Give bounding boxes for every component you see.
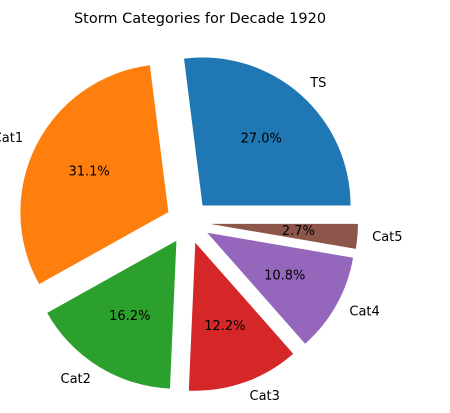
pie-slice-cat5 bbox=[209, 223, 358, 249]
pie-slice-ts bbox=[183, 57, 351, 206]
chart-title: Storm Categories for Decade 1920 bbox=[74, 11, 326, 27]
pie-percent-label: 31.1% bbox=[68, 165, 109, 180]
pie-percent-label: 10.8% bbox=[264, 268, 305, 283]
pie-category-label: Cat3 bbox=[250, 389, 280, 404]
pie-percent-label: 2.7% bbox=[282, 224, 315, 239]
pie-category-label: Cat2 bbox=[61, 372, 91, 387]
pie-percent-label: 27.0% bbox=[241, 131, 282, 146]
pie-category-label: Cat4 bbox=[349, 305, 379, 320]
pie-category-label: Cat5 bbox=[372, 230, 402, 245]
pie-percent-label: 12.2% bbox=[204, 319, 245, 334]
pie-slice-cat1 bbox=[20, 65, 169, 285]
pie-slice-cat3 bbox=[188, 242, 294, 391]
pie-percent-label: 16.2% bbox=[109, 309, 150, 324]
pie-category-label: Cat1 bbox=[0, 131, 23, 146]
pie-slice-cat2 bbox=[47, 240, 177, 389]
pie-category-label: TS bbox=[309, 76, 326, 91]
pie-slice-cat4 bbox=[207, 232, 354, 344]
